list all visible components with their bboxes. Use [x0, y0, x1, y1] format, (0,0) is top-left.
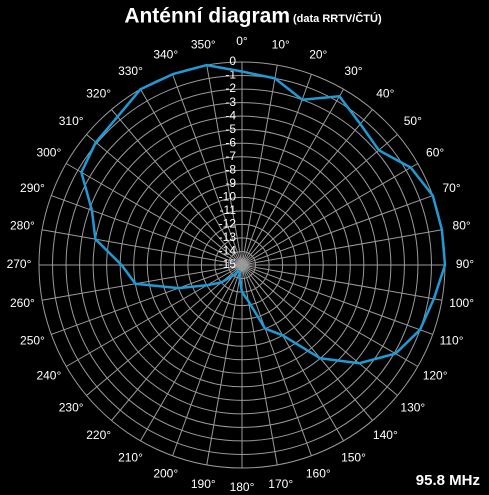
grid-spoke [111, 109, 243, 266]
grid-spoke [206, 64, 243, 266]
radial-tick-label: -14 [219, 244, 237, 258]
radial-tick-label: -5 [225, 122, 236, 136]
frequency-label: 95.8 MHz [416, 472, 480, 489]
radial-tick-label: -13 [219, 230, 237, 244]
angle-label: 60° [426, 146, 444, 160]
angle-label: 30° [344, 64, 362, 78]
radial-tick-label: -9 [225, 176, 236, 190]
radial-tick-label: 0 [229, 54, 236, 68]
angle-label: 260° [10, 296, 35, 310]
angle-label: 0° [236, 34, 248, 48]
grid-spoke [140, 88, 243, 266]
grid-spoke [241, 109, 373, 266]
angle-label: 120° [423, 369, 448, 383]
grid-spoke [172, 74, 243, 266]
grid-spoke [241, 264, 312, 456]
angle-label: 180° [230, 480, 255, 494]
angle-label: 160° [306, 467, 331, 481]
radial-tick-label: -11 [220, 203, 237, 217]
angle-label: 230° [59, 401, 84, 415]
radial-tick-label: -4 [225, 108, 236, 122]
grid-spoke [241, 264, 419, 367]
angle-label: 320° [86, 86, 111, 100]
angle-label: 190° [191, 477, 216, 491]
angle-label: 150° [341, 450, 366, 464]
grid-spoke [241, 163, 419, 266]
angle-label: 170° [268, 477, 293, 491]
radial-tick-label: -8 [225, 162, 236, 176]
grid-spoke [241, 134, 398, 266]
angle-label: 200° [153, 467, 178, 481]
grid-spoke [111, 264, 243, 421]
angle-label: 310° [59, 114, 84, 128]
angle-label: 250° [20, 333, 45, 347]
grid-spoke [41, 229, 243, 266]
radial-tick-label: -2 [225, 81, 236, 95]
radial-tick-label: -15 [219, 257, 237, 271]
grid-spoke [241, 64, 278, 266]
pattern-line [80, 63, 447, 365]
angle-label: 300° [36, 146, 61, 160]
grid-spoke [241, 264, 344, 442]
angle-label: 50° [404, 114, 422, 128]
angle-label: 220° [86, 428, 111, 442]
grid-spoke [65, 163, 243, 266]
grid-spoke [241, 88, 344, 266]
radial-tick-label: -12 [219, 217, 237, 231]
angle-label: 130° [400, 401, 425, 415]
angle-label: 40° [376, 86, 394, 100]
grid-spoke [140, 264, 243, 442]
grid-spoke [86, 264, 243, 396]
grid-spoke [241, 229, 443, 266]
angle-label: 210° [118, 450, 143, 464]
angle-label: 100° [449, 296, 474, 310]
angle-label: 340° [153, 48, 178, 62]
grid-spoke [241, 74, 312, 266]
radial-tick-label: -7 [225, 149, 236, 163]
angle-label: 270° [7, 257, 32, 271]
angle-label: 20° [309, 48, 327, 62]
grid-spoke [241, 264, 398, 396]
angle-label: 10° [272, 38, 290, 52]
angle-label: 80° [453, 218, 471, 232]
grid-spoke [51, 264, 243, 335]
grid-spoke [206, 264, 243, 466]
angle-label: 110° [440, 333, 464, 347]
grid-spoke [41, 264, 243, 301]
chart-subtitle: (data RRTV/ČTÚ) [293, 12, 382, 25]
grid-spoke [241, 264, 433, 335]
angle-label: 280° [10, 218, 35, 232]
radial-tick-label: -6 [225, 135, 236, 149]
angle-label: 140° [373, 428, 398, 442]
radial-tick-label: -10 [219, 190, 237, 204]
angle-label: 290° [20, 181, 45, 195]
radial-tick-label: -3 [225, 95, 236, 109]
grid-spoke [241, 264, 373, 421]
radial-tick-label: -1 [225, 68, 236, 82]
grid-spoke [51, 195, 243, 266]
angle-label: 350° [191, 38, 216, 52]
grid-spoke [65, 264, 243, 367]
grid-spoke [241, 195, 433, 266]
angle-label: 90° [456, 257, 474, 271]
grid-spoke [86, 134, 243, 266]
angle-label: 240° [36, 369, 61, 383]
grid-spoke [172, 264, 243, 456]
angle-label: 330° [118, 64, 143, 78]
angle-label: 70° [442, 181, 460, 195]
chart-title: Anténní diagram [124, 5, 290, 28]
grid-spoke [241, 264, 443, 301]
